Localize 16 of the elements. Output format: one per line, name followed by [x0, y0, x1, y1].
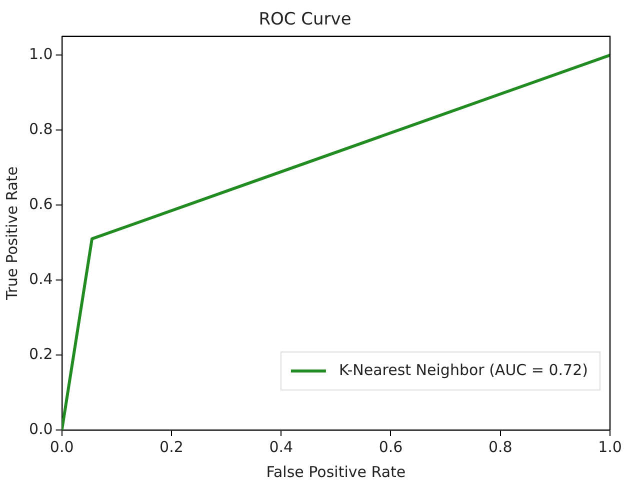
x-tick-label: 0.0	[50, 438, 74, 456]
x-tick-label: 1.0	[598, 438, 622, 456]
y-tick-label: 0.4	[28, 270, 53, 288]
legend-label: K-Nearest Neighbor (AUC = 0.72)	[338, 360, 588, 379]
y-tick-label: 1.0	[28, 45, 53, 64]
y-tick-label: 0.0	[28, 420, 53, 438]
x-tick-label: 0.8	[488, 438, 512, 456]
x-tick-label: 0.2	[160, 438, 184, 456]
x-tick-label: 0.4	[269, 438, 294, 456]
x-axis-title: False Positive Rate	[266, 462, 406, 481]
y-tick-label: 0.6	[28, 194, 53, 213]
y-tick-label: 0.8	[28, 120, 53, 138]
x-tick-label: 0.6	[378, 438, 403, 456]
chart-title: ROC Curve	[258, 10, 352, 30]
y-tick-label: 0.2	[28, 344, 53, 363]
y-axis-title: True Positive Rate	[2, 166, 21, 302]
